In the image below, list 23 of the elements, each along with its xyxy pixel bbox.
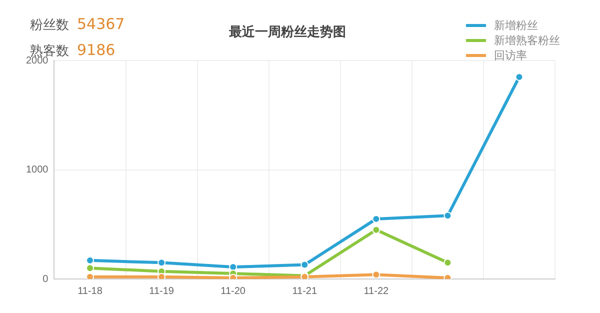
point	[372, 226, 380, 234]
text: 粉丝数 54367	[30, 15, 125, 33]
point	[158, 258, 166, 267]
x-tick-label: 11-20	[220, 286, 246, 297]
point	[86, 256, 94, 264]
x-tick-label: 11-22	[364, 286, 390, 297]
legend-label: 回访率	[493, 48, 528, 63]
x-tick-label: 11-19	[149, 286, 174, 297]
point	[372, 270, 380, 279]
chart-title: 最近一周粉丝走势图	[228, 24, 346, 40]
point	[86, 264, 94, 272]
legend-label: 新增粉丝	[493, 18, 539, 33]
legend-label: 新增熟客粉丝	[493, 33, 560, 48]
y-tick-label: 1000	[26, 164, 49, 176]
point	[300, 260, 309, 269]
y-tick-label: 0	[42, 274, 49, 285]
x-tick-label: 11-21	[292, 286, 318, 297]
y-tick-label: 2000	[26, 55, 49, 66]
point	[158, 272, 166, 279]
point	[86, 272, 94, 279]
x-tick-label: 11-18	[78, 286, 103, 297]
point	[444, 212, 452, 220]
point	[444, 258, 452, 267]
